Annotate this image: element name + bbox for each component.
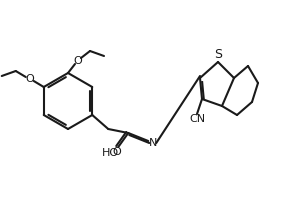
Text: O: O bbox=[113, 147, 122, 157]
Text: O: O bbox=[26, 74, 34, 84]
Text: S: S bbox=[214, 48, 222, 61]
Text: N: N bbox=[149, 138, 158, 148]
Text: O: O bbox=[74, 56, 82, 66]
Text: HO: HO bbox=[102, 148, 119, 158]
Text: CN: CN bbox=[189, 114, 205, 124]
